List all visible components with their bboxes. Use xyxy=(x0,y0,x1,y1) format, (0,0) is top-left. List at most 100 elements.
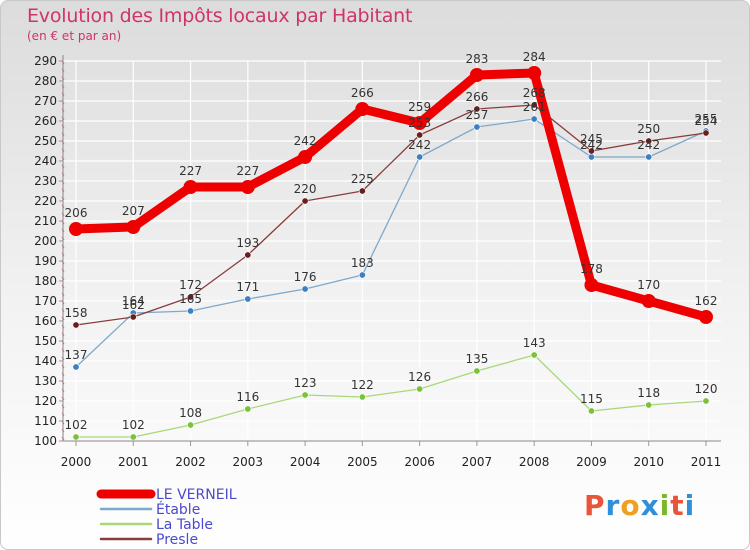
data-label: 257 xyxy=(465,108,488,122)
x-tick-label: 2011 xyxy=(691,455,722,469)
data-label: 259 xyxy=(408,100,431,114)
y-axis-dash xyxy=(61,132,65,137)
data-label: 255 xyxy=(695,112,718,126)
x-tick-label: 2004 xyxy=(290,455,321,469)
data-label: 171 xyxy=(236,280,259,294)
y-axis-dash xyxy=(61,364,65,369)
legend-label: Étable xyxy=(156,501,200,518)
y-axis-dash xyxy=(61,428,65,433)
data-label: 165 xyxy=(179,292,202,306)
data-point xyxy=(473,105,481,113)
data-label: 242 xyxy=(637,138,660,152)
data-label: 108 xyxy=(179,406,202,420)
data-label: 120 xyxy=(695,382,718,396)
y-axis-dash xyxy=(61,308,65,313)
data-point xyxy=(301,391,309,399)
data-point xyxy=(641,294,656,308)
data-point xyxy=(358,187,366,195)
data-label: 178 xyxy=(580,262,603,276)
data-point xyxy=(416,131,424,139)
data-point xyxy=(240,180,255,194)
y-axis-dash xyxy=(61,436,65,441)
y-tick-label: 180 xyxy=(34,274,57,288)
logo-letter: o xyxy=(620,489,641,522)
y-axis-dash xyxy=(61,212,65,217)
x-tick-label: 2005 xyxy=(347,455,378,469)
data-label: 250 xyxy=(637,122,660,136)
y-tick-label: 100 xyxy=(34,434,57,448)
data-point xyxy=(129,313,137,321)
y-axis-dash xyxy=(61,196,65,201)
data-point xyxy=(298,150,313,164)
data-label: 102 xyxy=(122,418,145,432)
y-axis-dash xyxy=(61,276,65,281)
data-label: 206 xyxy=(65,206,88,220)
y-tick-label: 150 xyxy=(34,334,57,348)
data-label: 261 xyxy=(523,100,546,114)
y-axis-dash xyxy=(61,284,65,289)
data-point xyxy=(126,220,141,234)
y-tick-label: 130 xyxy=(34,374,57,388)
logo-letter: P xyxy=(584,489,606,522)
data-label: 183 xyxy=(351,256,374,270)
data-label: 220 xyxy=(294,182,317,196)
y-tick-label: 260 xyxy=(34,114,57,128)
y-axis-dash xyxy=(61,204,65,209)
y-axis-dash xyxy=(61,332,65,337)
x-tick-label: 2007 xyxy=(462,455,493,469)
y-axis-dash xyxy=(61,396,65,401)
data-label: 170 xyxy=(637,278,660,292)
data-label: 162 xyxy=(695,294,718,308)
data-label: 115 xyxy=(580,392,603,406)
data-label: 245 xyxy=(580,132,603,146)
y-axis-dash xyxy=(61,316,65,321)
y-axis-dash xyxy=(61,300,65,305)
data-label: 162 xyxy=(122,298,145,312)
y-tick-label: 280 xyxy=(34,74,57,88)
data-point xyxy=(183,180,198,194)
data-point xyxy=(416,153,424,161)
y-axis-dash xyxy=(61,84,65,89)
data-point xyxy=(530,115,538,123)
data-point xyxy=(301,285,309,293)
y-tick-label: 190 xyxy=(34,254,57,268)
data-label: 137 xyxy=(65,348,88,362)
data-label: 268 xyxy=(523,86,546,100)
chart-subtitle: (en € et par an) xyxy=(27,29,122,43)
data-label: 284 xyxy=(523,50,546,64)
data-point xyxy=(587,407,595,415)
y-tick-label: 210 xyxy=(34,214,57,228)
data-label: 242 xyxy=(580,138,603,152)
y-tick-label: 120 xyxy=(34,394,57,408)
y-axis-dash xyxy=(61,412,65,417)
data-label: 116 xyxy=(236,390,259,404)
data-point xyxy=(72,363,80,371)
data-label: 164 xyxy=(122,294,145,308)
data-label: 143 xyxy=(523,336,546,350)
proxiti-logo: Proxiti xyxy=(584,489,695,522)
data-label: 242 xyxy=(408,138,431,152)
data-point xyxy=(702,397,710,405)
data-point xyxy=(587,147,595,155)
data-point xyxy=(584,278,599,292)
data-point xyxy=(587,153,595,161)
y-axis-dash xyxy=(61,236,65,241)
data-point xyxy=(473,367,481,375)
legend-label: LE VERNEIL xyxy=(156,487,237,503)
data-point xyxy=(187,421,195,429)
data-point xyxy=(301,197,309,205)
x-tick-label: 2003 xyxy=(233,455,264,469)
y-axis-dash xyxy=(61,372,65,377)
data-point xyxy=(473,123,481,131)
x-tick-label: 2001 xyxy=(118,455,149,469)
data-label: 227 xyxy=(236,164,259,178)
data-label: 242 xyxy=(294,134,317,148)
data-point xyxy=(645,153,653,161)
y-tick-label: 110 xyxy=(34,414,57,428)
y-axis-dash xyxy=(61,124,65,129)
logo-letter: i xyxy=(684,489,696,522)
y-axis-dash xyxy=(61,188,65,193)
y-axis-dash xyxy=(61,404,65,409)
